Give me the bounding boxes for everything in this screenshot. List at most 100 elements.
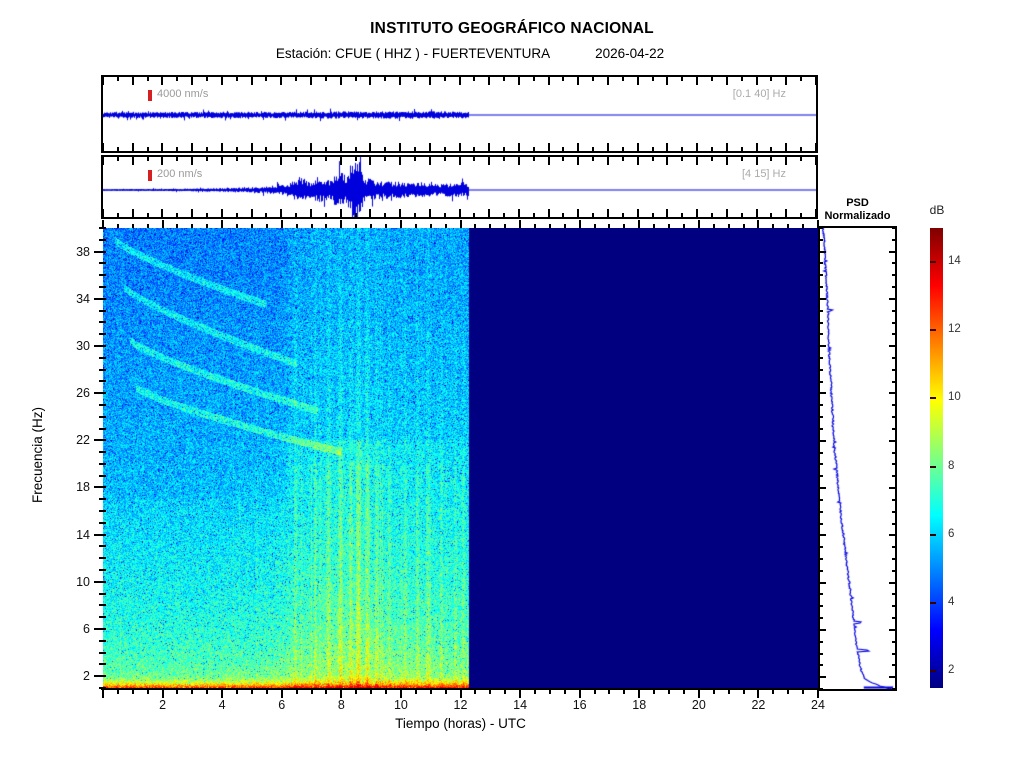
tick-mark bbox=[711, 213, 713, 217]
tick-mark bbox=[266, 690, 268, 694]
tick-mark bbox=[518, 157, 520, 165]
tick-mark bbox=[820, 605, 823, 607]
tick-mark bbox=[369, 143, 371, 151]
tick-mark bbox=[785, 143, 787, 151]
tick-mark bbox=[399, 77, 401, 85]
tick-mark bbox=[399, 157, 401, 165]
tick-mark bbox=[681, 213, 683, 217]
tick-mark bbox=[785, 77, 787, 85]
tick-mark bbox=[384, 147, 386, 151]
tick-mark bbox=[681, 77, 683, 81]
tick-mark bbox=[191, 690, 193, 694]
tick-mark bbox=[94, 298, 106, 300]
tick-mark bbox=[251, 143, 253, 151]
tick-mark bbox=[820, 499, 823, 501]
tick-mark bbox=[820, 310, 823, 312]
tick-mark bbox=[622, 77, 624, 81]
tick-mark bbox=[206, 77, 208, 81]
tick-mark bbox=[206, 213, 208, 217]
tick-mark bbox=[800, 147, 802, 151]
tick-mark bbox=[579, 220, 581, 228]
tick-mark bbox=[94, 439, 106, 441]
tick-mark bbox=[892, 523, 895, 525]
tick-mark bbox=[820, 345, 826, 347]
tick-mark bbox=[820, 274, 823, 276]
tick-mark bbox=[637, 157, 639, 165]
tick-mark bbox=[429, 77, 431, 85]
tick-mark bbox=[820, 463, 823, 465]
tick-mark bbox=[117, 157, 119, 161]
tick-mark bbox=[265, 157, 267, 161]
tick-mark bbox=[99, 286, 106, 288]
tick-mark bbox=[592, 157, 594, 161]
tick-mark bbox=[892, 381, 895, 383]
tick-mark bbox=[820, 546, 823, 548]
tick-mark bbox=[820, 664, 823, 666]
tick-mark bbox=[892, 274, 895, 276]
tick-mark bbox=[741, 213, 743, 217]
psd-title: PSD Normalizado bbox=[818, 197, 897, 223]
tick-mark bbox=[637, 143, 639, 151]
tick-mark bbox=[340, 157, 342, 165]
tick-mark bbox=[548, 157, 550, 165]
tick-mark bbox=[280, 209, 282, 217]
y-tick-label: 22 bbox=[76, 433, 90, 448]
tick-mark bbox=[519, 690, 521, 698]
tick-mark bbox=[820, 558, 823, 560]
date-label: 2026-04-22 bbox=[595, 46, 665, 61]
tick-mark bbox=[889, 345, 895, 347]
tick-mark bbox=[221, 209, 223, 217]
tick-mark bbox=[99, 510, 106, 512]
tick-mark bbox=[892, 452, 895, 454]
tick-mark bbox=[117, 224, 119, 228]
tick-mark bbox=[607, 157, 609, 165]
x-tick-label: 4 bbox=[218, 698, 226, 712]
tick-mark bbox=[99, 310, 106, 312]
tick-mark bbox=[429, 157, 431, 165]
tick-mark bbox=[820, 617, 823, 619]
tick-mark bbox=[236, 213, 238, 217]
tick-mark bbox=[99, 451, 106, 453]
tick-mark bbox=[325, 147, 327, 151]
tick-mark bbox=[99, 498, 106, 500]
tick-mark bbox=[892, 499, 895, 501]
tick-mark bbox=[743, 690, 745, 694]
tick-mark bbox=[772, 690, 774, 694]
tick-mark bbox=[892, 664, 895, 666]
tick-mark bbox=[459, 157, 461, 165]
tick-mark bbox=[815, 209, 816, 217]
tick-mark bbox=[889, 487, 895, 489]
tick-mark bbox=[103, 157, 104, 165]
tick-mark bbox=[369, 157, 371, 165]
tick-mark bbox=[892, 286, 895, 288]
tick-mark bbox=[99, 404, 106, 406]
tick-mark bbox=[206, 157, 208, 161]
tick-mark bbox=[892, 570, 895, 572]
tick-mark bbox=[384, 157, 386, 161]
tick-mark bbox=[295, 147, 297, 151]
tick-mark bbox=[548, 209, 550, 217]
tick-mark bbox=[683, 224, 685, 228]
tick-mark bbox=[444, 157, 446, 161]
tick-mark bbox=[488, 143, 490, 151]
tick-mark bbox=[820, 523, 823, 525]
tick-mark bbox=[518, 143, 520, 151]
x-tick-label: 20 bbox=[691, 698, 706, 712]
tick-mark bbox=[756, 209, 758, 217]
tick-mark bbox=[892, 593, 895, 595]
trace-panel-broadband: 4000 nm/s [0.1 40] Hz bbox=[101, 75, 818, 153]
tick-mark bbox=[637, 209, 639, 217]
tick-mark bbox=[295, 157, 297, 161]
tick-mark bbox=[820, 369, 823, 371]
tick-mark bbox=[400, 220, 402, 228]
tick-mark bbox=[820, 593, 823, 595]
tick-mark bbox=[562, 213, 564, 217]
y-tick-label: 30 bbox=[76, 338, 90, 353]
tick-mark bbox=[892, 428, 895, 430]
tick-mark bbox=[820, 239, 823, 241]
tick-mark bbox=[533, 77, 535, 81]
trace-panel-filtered: 200 nm/s [4 15] Hz bbox=[101, 155, 818, 219]
tick-mark bbox=[311, 690, 313, 694]
tick-mark bbox=[94, 675, 106, 677]
